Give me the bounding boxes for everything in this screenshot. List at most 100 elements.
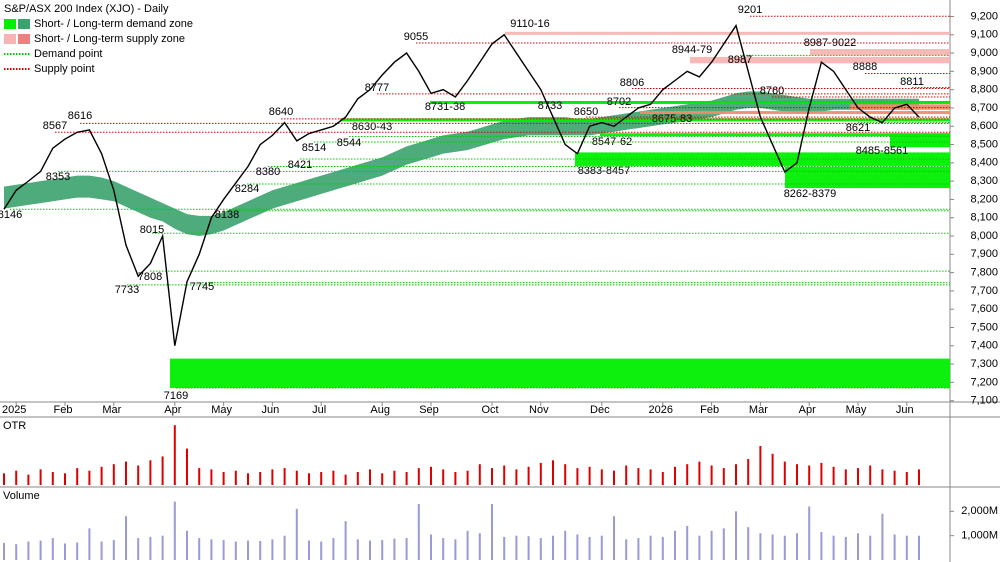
point-label: 8811 [900,76,924,88]
zone-label: 8731-38 [425,101,465,113]
y-tick-label: 8,700 [970,102,998,114]
y-tick-label: 7,400 [970,340,998,352]
point-label: 8514 [302,142,326,154]
y-tick-label: 7,800 [970,267,998,279]
point-label: 8421 [288,159,312,171]
point-label: 8777 [365,82,389,94]
point-label: 8987 [728,54,752,66]
x-tick-label: Dec [590,404,610,416]
x-tick-label: Mar [749,404,768,416]
zone [340,118,950,122]
zone [640,111,950,115]
y-tick-label: 8,400 [970,157,998,169]
point-label: 8702 [607,96,631,108]
point-label: 8733 [538,100,562,112]
zone-label: 8630-43 [352,121,392,133]
zone-label: 8383-8457 [578,165,631,177]
y-tick-label: 8,200 [970,193,998,205]
zone [170,358,950,389]
x-tick-label: Sep [419,404,439,416]
point-label: 8380 [256,166,280,178]
y-tick-label: 8,500 [970,138,998,150]
zone-label: 9110-16 [510,18,550,30]
y-tick-label: 2,000M [961,505,998,517]
legend-label: Short- / Long-term demand zone [34,18,193,30]
y-tick-label: 7,300 [970,358,998,370]
legend-label: Short- / Long-term supply zone [34,33,185,45]
y-tick-label: 8,000 [970,230,998,242]
point-label: 7733 [115,284,139,296]
zone [430,100,950,104]
x-tick-label: May [211,404,232,416]
zone [505,31,950,35]
x-tick-label: Apr [799,404,816,416]
point-label: 8760 [760,85,784,97]
chart-title: S&P/ASX 200 Index (XJO) - Daily [4,3,169,15]
x-tick-label: Apr [164,404,181,416]
zone-label: 8262-8379 [784,188,837,200]
point-label: 8284 [235,183,259,195]
zone [785,166,950,189]
y-tick-label: 7,700 [970,285,998,297]
point-label: 7745 [190,281,214,293]
panel-label: OTR [3,420,26,432]
legend-swatch [4,34,16,44]
y-tick-label: 8,800 [970,84,998,96]
zone [600,133,950,137]
point-label: 8616 [68,110,92,122]
y-tick-label: 8,900 [970,65,998,77]
long-term-band [4,91,919,237]
y-tick-label: 7,500 [970,321,998,333]
y-tick-label: 9,200 [970,10,998,22]
point-label: 8888 [853,61,877,73]
x-tick-label: Jun [262,404,280,416]
x-tick-label: Mar [102,404,121,416]
y-tick-label: 9,100 [970,29,998,41]
y-tick-label: 1,000M [961,530,998,542]
legend-label: Supply point [34,63,95,75]
y-tick-label: 8,100 [970,212,998,224]
panel-label: Volume [3,490,40,502]
zone-label: 8944-79 [672,44,712,56]
point-label: 8567 [43,120,67,132]
x-tick-label: Feb [700,404,719,416]
zone [810,49,950,56]
x-tick-label: Oct [481,404,498,416]
point-label: 8621 [846,122,870,134]
y-tick-label: 8,300 [970,175,998,187]
point-label: 8544 [337,137,361,149]
legend-swatch [18,34,30,44]
x-tick-label: Nov [529,404,549,416]
y-tick-label: 8,600 [970,120,998,132]
legend-swatch [18,19,30,29]
zone-label: 8485-8561 [856,145,909,157]
point-label: 9201 [738,4,762,16]
x-tick-label: Aug [370,404,390,416]
price-line [3,23,920,346]
point-label: 8640 [269,106,293,118]
point-label: 8353 [46,171,70,183]
y-tick-label: 7,600 [970,303,998,315]
legend-label: Demand point [34,48,103,60]
point-label: 8138 [215,209,239,221]
x-tick-label: Jul [312,404,326,416]
y-tick-label: 9,000 [970,47,998,59]
x-tick-label: May [846,404,867,416]
zone [690,56,950,64]
point-label: 8806 [620,77,644,89]
y-tick-label: 7,200 [970,376,998,388]
point-label: 8650 [574,106,598,118]
point-label: 7808 [138,271,162,283]
x-tick-label: 2026 [649,404,673,416]
x-tick-label: Jun [896,404,914,416]
point-label: 8015 [140,224,164,236]
legend-swatch [4,19,16,29]
y-tick-label: 7,100 [970,395,998,407]
point-label: 7169 [164,390,188,402]
x-tick-label: 2025 [2,404,26,416]
y-tick-label: 7,900 [970,248,998,260]
point-label: 8146 [0,209,22,221]
x-tick-label: Feb [54,404,73,416]
point-label: 9055 [404,31,428,43]
